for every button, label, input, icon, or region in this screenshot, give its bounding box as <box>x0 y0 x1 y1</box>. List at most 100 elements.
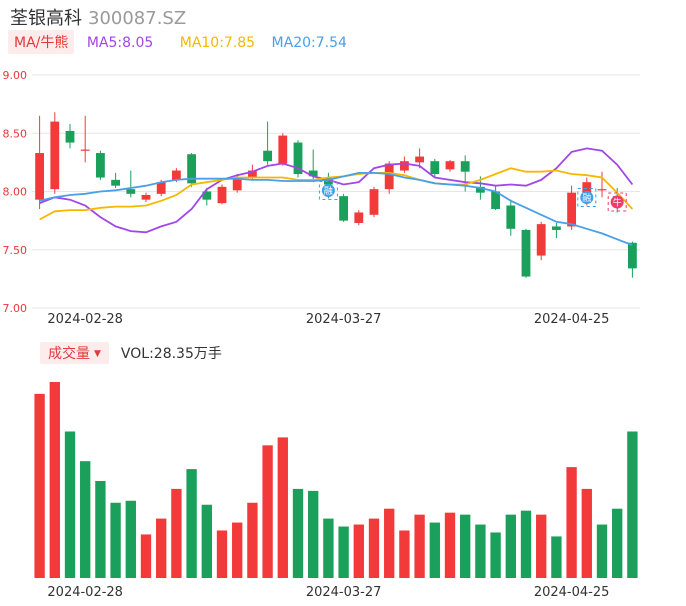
candle-body[interactable] <box>278 135 288 164</box>
volume-bar[interactable] <box>262 445 273 578</box>
volume-bar[interactable] <box>612 508 623 578</box>
volume-bar[interactable] <box>384 508 395 578</box>
volume-bar[interactable] <box>581 488 592 578</box>
x-tick-label: 2024-03-27 <box>306 585 382 600</box>
volume-bar[interactable] <box>110 502 121 578</box>
candle-body[interactable] <box>293 142 303 175</box>
volume-bar[interactable] <box>551 536 562 578</box>
volume-bar[interactable] <box>232 522 243 578</box>
candle-body[interactable] <box>415 156 425 163</box>
volume-bar[interactable] <box>368 518 380 578</box>
volume-bar[interactable] <box>201 504 212 578</box>
candle-body[interactable] <box>567 192 577 227</box>
ma10-legend: MA10:7.85 <box>179 35 256 51</box>
candle-body[interactable] <box>65 130 75 143</box>
volume-bar[interactable] <box>277 437 288 578</box>
candle-body[interactable] <box>491 191 501 209</box>
y-tick-label: 8.50 <box>3 127 28 140</box>
volume-bar[interactable] <box>216 530 228 578</box>
candle-body[interactable] <box>369 189 379 215</box>
info-badge-icon[interactable]: 融 <box>577 187 597 207</box>
volume-bar[interactable] <box>323 518 334 578</box>
candle-body[interactable] <box>187 154 197 184</box>
x-tick-label: 2024-02-28 <box>47 312 123 327</box>
volume-bar[interactable] <box>475 524 486 578</box>
candle-body[interactable] <box>506 205 516 229</box>
candle-body[interactable] <box>263 150 273 162</box>
candle-body[interactable] <box>323 177 333 185</box>
candle-body[interactable] <box>111 179 121 186</box>
candle-body[interactable] <box>126 189 136 194</box>
candle-body[interactable] <box>247 170 257 178</box>
volume-bar[interactable] <box>34 393 45 578</box>
candle-body[interactable] <box>232 177 242 191</box>
candle-body[interactable] <box>460 161 470 172</box>
candle-body[interactable] <box>308 170 318 177</box>
volume-bar[interactable] <box>64 431 76 578</box>
volume-bar[interactable] <box>399 530 410 578</box>
indicator-toggle-button[interactable]: MA/牛熊 <box>8 30 75 54</box>
candle-body[interactable] <box>156 182 166 194</box>
candle-body[interactable] <box>536 224 546 256</box>
candle-body[interactable] <box>339 196 349 221</box>
candle-body[interactable] <box>597 189 607 191</box>
volume-bar[interactable] <box>140 534 152 578</box>
x-tick-label: 2024-04-25 <box>534 312 610 327</box>
volume-bar[interactable] <box>627 431 638 578</box>
candle-body[interactable] <box>627 242 637 269</box>
candle-body[interactable] <box>551 226 561 230</box>
volume-bar[interactable] <box>596 524 608 578</box>
candle-body[interactable] <box>141 194 151 200</box>
candle-body[interactable] <box>95 153 105 178</box>
volume-bar[interactable] <box>292 488 304 578</box>
volume-bar[interactable] <box>125 500 136 578</box>
stock-code: 300087.SZ <box>88 8 187 29</box>
stock-title: 荃银高科 300087.SZ <box>10 4 187 29</box>
candle-body[interactable] <box>430 161 440 175</box>
volume-bar[interactable] <box>414 514 425 578</box>
volume-bar[interactable] <box>247 502 258 578</box>
marker-dot <box>610 195 624 209</box>
volume-bar[interactable] <box>353 524 364 578</box>
volume-bar[interactable] <box>95 480 106 578</box>
candle-body[interactable] <box>475 186 485 193</box>
volume-bar[interactable] <box>156 518 167 578</box>
volume-bar[interactable] <box>490 532 501 578</box>
ma20-legend: MA20:7.54 <box>271 35 347 51</box>
candle-body[interactable] <box>521 229 531 277</box>
candle-body[interactable] <box>217 186 227 204</box>
volume-bar[interactable] <box>566 467 577 578</box>
volume-bar[interactable] <box>536 514 547 578</box>
candle-body[interactable] <box>445 161 455 170</box>
marker-dot <box>321 183 335 197</box>
volume-bar[interactable] <box>49 381 60 578</box>
info-badge-icon[interactable]: 融 <box>318 180 338 200</box>
candle-body[interactable] <box>399 161 409 171</box>
y-tick-label: 7.50 <box>3 244 28 257</box>
marker-dot <box>580 190 594 204</box>
candle-body[interactable] <box>202 191 212 200</box>
ma10-line <box>39 167 634 221</box>
volume-bar[interactable] <box>80 461 91 578</box>
marker-glyph: 牛 <box>613 197 622 209</box>
volume-legend: 成交量 ▼ VOL:28.35万手 <box>40 342 222 364</box>
volume-bar[interactable] <box>429 522 440 578</box>
candle-body[interactable] <box>384 163 394 190</box>
volume-bar[interactable] <box>505 514 516 578</box>
candle-body[interactable] <box>354 212 364 223</box>
volume-bar[interactable] <box>338 526 349 578</box>
candle-body[interactable] <box>50 121 60 190</box>
volume-bar[interactable] <box>186 469 197 578</box>
volume-bar[interactable] <box>308 490 319 578</box>
volume-bar[interactable] <box>444 512 456 578</box>
candle-body[interactable] <box>171 170 181 180</box>
volume-indicator-button[interactable]: 成交量 ▼ <box>40 342 109 364</box>
bull-badge-icon[interactable]: 牛 <box>607 192 627 212</box>
marker-glyph: 融 <box>324 186 333 197</box>
candle-body[interactable] <box>35 153 45 200</box>
volume-bar[interactable] <box>460 514 471 578</box>
candle-body[interactable] <box>80 149 90 151</box>
volume-bar[interactable] <box>171 488 182 578</box>
volume-bar[interactable] <box>520 510 532 578</box>
